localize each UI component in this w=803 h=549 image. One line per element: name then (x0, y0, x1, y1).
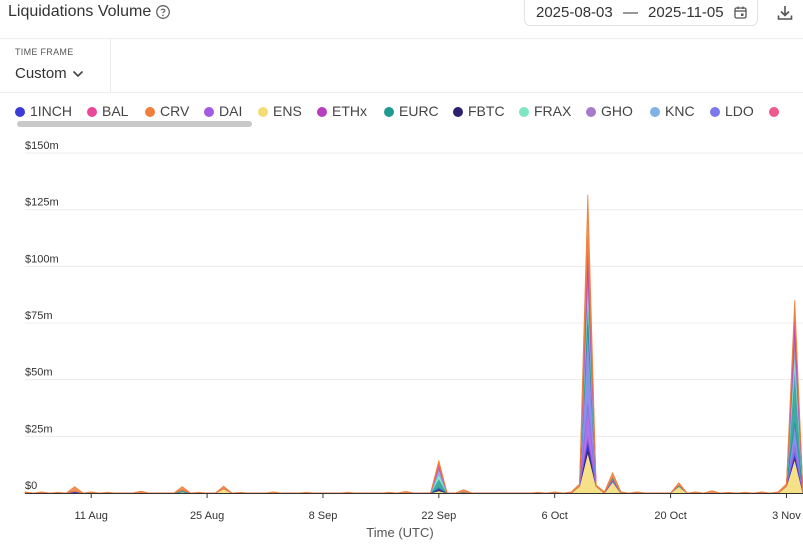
legend-marker-icon (710, 107, 720, 117)
legend-marker-icon (87, 107, 97, 117)
x-tick-label: 11 Aug (74, 510, 107, 522)
legend-label: EURC (399, 103, 439, 119)
time-frame-select[interactable]: Custom (15, 65, 67, 82)
liquidations-area-chart[interactable]: $0 $25m $50m $75m $100m $125m $150m 11 Aug 25 A… (0, 130, 803, 549)
series-area-fbtc (24, 445, 803, 494)
calendar-icon[interactable] (734, 6, 747, 19)
series-area-ethx (24, 245, 803, 494)
y-tick-label: $100m (25, 253, 59, 265)
y-tick-label: $25m (25, 423, 53, 435)
x-tick-label: 8 Sep (309, 510, 338, 522)
series-area-crv (24, 194, 803, 494)
x-tick-label: 6 Oct (542, 510, 568, 522)
y-tick-label: $0 (25, 480, 37, 492)
y-axis-ticks: $0 $25m $50m $75m $100m $125m $150m (25, 140, 59, 492)
header: Liquidations Volume 2025-08-03 — 2025-11… (0, 0, 803, 39)
legend-marker-icon (15, 107, 25, 117)
legend-label: FRAX (534, 103, 572, 119)
legend-label: CRV (160, 103, 190, 119)
date-separator: — (623, 4, 638, 21)
grid-lines (25, 152, 803, 437)
series-areas (24, 194, 803, 494)
series-area-1inch (24, 438, 803, 494)
date-range-picker[interactable]: 2025-08-03 — 2025-11-05 (524, 0, 758, 26)
series-area-dai (24, 404, 803, 494)
series-area-gho (24, 263, 803, 494)
x-tick-label: 25 Aug (190, 510, 224, 522)
legend: 1INCH BAL CRV DAI ENS ETHx EURC FBTC FRA… (0, 92, 803, 131)
legend-marker-icon (650, 107, 660, 117)
legend-label: DAI (219, 103, 243, 119)
series-area-bal (24, 238, 803, 494)
time-frame-label: TIME FRAME (15, 47, 74, 57)
chevron-down-icon[interactable] (72, 70, 84, 78)
y-tick-label: $150m (25, 140, 59, 152)
time-frame-panel: TIME FRAME Custom (0, 38, 111, 92)
x-tick-label: 22 Sep (421, 510, 456, 522)
legend-marker-icon (769, 107, 779, 117)
legend-marker-icon (453, 107, 463, 117)
series-area-frax (24, 286, 803, 494)
series-area-eurc (24, 297, 803, 494)
legend-label: BAL (102, 103, 129, 119)
legend-label: ENS (273, 103, 302, 119)
legend-label: GHO (601, 103, 633, 119)
chart-title: Liquidations Volume (8, 3, 152, 20)
legend-marker-icon (145, 107, 155, 117)
x-axis-ticks: 11 Aug 25 Aug 8 Sep 22 Sep 6 Oct 20 Oct 3 Nov (74, 493, 801, 522)
x-tick-label: 3 Nov (772, 510, 801, 522)
y-tick-label: $50m (25, 367, 53, 379)
series-area-ldo (24, 324, 803, 494)
date-end[interactable]: 2025-11-05 (648, 4, 724, 21)
legend-marker-icon (258, 107, 268, 117)
x-tick-label: 20 Oct (654, 510, 686, 522)
date-start[interactable]: 2025-08-03 (536, 4, 613, 21)
series-area-knc (24, 275, 803, 494)
y-tick-label: $75m (25, 310, 53, 322)
download-icon[interactable] (776, 4, 794, 22)
y-tick-label: $125m (25, 197, 59, 209)
series-area-ens (24, 451, 803, 494)
legend-marker-icon (317, 107, 327, 117)
legend-label: KNC (665, 103, 695, 119)
legend-marker-icon (384, 107, 394, 117)
help-icon[interactable] (155, 4, 171, 20)
legend-marker-icon (204, 107, 214, 117)
legend-label: 1INCH (30, 103, 73, 119)
legend-label: ETHx (332, 103, 367, 119)
legend-marker-icon (519, 107, 529, 117)
legend-scrollbar[interactable] (17, 121, 252, 127)
x-axis-title: Time (UTC) (366, 525, 433, 540)
legend-marker-icon (586, 107, 596, 117)
legend-label: FBTC (468, 103, 505, 119)
legend-label: LDO (725, 103, 754, 119)
